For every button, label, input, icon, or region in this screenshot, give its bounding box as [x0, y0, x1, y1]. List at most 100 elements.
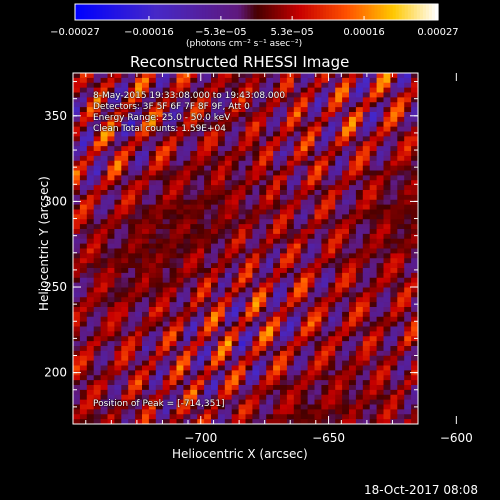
colorbar-segment	[196, 4, 200, 20]
heatmap-cell	[390, 102, 398, 108]
heatmap-cell	[121, 180, 129, 186]
heatmap-cell	[273, 224, 281, 230]
heatmap-cell	[307, 326, 315, 332]
heatmap-cell	[169, 331, 177, 337]
heatmap-cell	[273, 112, 281, 118]
heatmap-cell	[321, 311, 329, 318]
heatmap-cell	[266, 297, 274, 303]
heatmap-cell	[321, 268, 329, 274]
heatmap-cell	[100, 297, 108, 303]
heatmap-cell	[286, 282, 295, 288]
heatmap-cell	[224, 331, 233, 337]
heatmap-cell	[190, 155, 198, 162]
heatmap-cell	[383, 73, 391, 79]
heatmap-cell	[273, 82, 281, 89]
heatmap-cell	[114, 346, 122, 352]
heatmap-cell	[369, 229, 377, 235]
heatmap-cell	[252, 82, 260, 89]
heatmap-cell	[79, 121, 88, 128]
heatmap-cell	[155, 190, 164, 196]
heatmap-cell	[404, 87, 412, 93]
heatmap-cell	[231, 414, 239, 420]
colorbar-tick-label: −0.00027	[50, 27, 100, 38]
heatmap-cell	[335, 404, 343, 410]
heatmap-cell	[162, 155, 170, 162]
heatmap-cell	[197, 233, 205, 240]
heatmap-cell	[252, 97, 260, 103]
heatmap-cell	[169, 258, 177, 264]
heatmap-cell	[190, 326, 198, 332]
heatmap-cell	[121, 185, 129, 191]
heatmap-cell	[362, 146, 371, 152]
heatmap-cell	[397, 346, 405, 352]
heatmap-cell	[259, 136, 267, 142]
heatmap-cell	[335, 175, 343, 181]
heatmap-cell	[397, 355, 405, 362]
heatmap-cell	[86, 365, 95, 371]
heatmap-cell	[93, 214, 101, 220]
colorbar: −0.00027 −0.00016 −5.3e−05 5.3e−05 0.00016 0.…	[50, 3, 459, 38]
heatmap-cell	[107, 131, 115, 137]
heatmap-cell	[335, 346, 343, 352]
heatmap-cell	[217, 92, 226, 98]
heatmap-cell	[231, 160, 239, 167]
heatmap-cell	[211, 175, 219, 181]
heatmap-cell	[93, 107, 101, 113]
heatmap-cell	[252, 214, 260, 220]
heatmap-cell	[321, 146, 329, 152]
heatmap-cell	[148, 389, 157, 396]
heatmap-cell	[100, 389, 108, 396]
heatmap-cell	[231, 175, 239, 181]
heatmap-cell	[252, 263, 260, 269]
heatmap-cell	[204, 131, 212, 137]
heatmap-cell	[376, 194, 384, 201]
heatmap-cell	[238, 248, 246, 254]
heatmap-cell	[404, 214, 412, 220]
heatmap-cell	[155, 272, 164, 279]
heatmap-cell	[252, 258, 260, 264]
heatmap-cell	[314, 365, 322, 371]
heatmap-cell	[142, 116, 150, 123]
heatmap-cell	[383, 121, 391, 128]
heatmap-cell	[73, 346, 81, 352]
heatmap-cell	[397, 248, 405, 254]
heatmap-cell	[383, 389, 391, 396]
heatmap-cell	[155, 380, 164, 386]
heatmap-cell	[273, 209, 281, 215]
heatmap-cell	[342, 253, 350, 259]
heatmap-cell	[217, 77, 226, 84]
heatmap-cell	[293, 365, 302, 371]
heatmap-cell	[197, 136, 205, 142]
heatmap-cell	[404, 165, 412, 171]
heatmap-cell	[383, 346, 391, 352]
heatmap-cell	[349, 107, 357, 113]
heatmap-cell	[362, 346, 371, 352]
heatmap-cell	[383, 209, 391, 215]
heatmap-cell	[245, 389, 253, 396]
heatmap-cell	[204, 165, 212, 171]
heatmap-cell	[148, 292, 157, 298]
heatmap-cell	[404, 136, 412, 142]
heatmap-cell	[148, 151, 157, 157]
heatmap-cell	[121, 214, 129, 220]
heatmap-cell	[86, 87, 95, 93]
heatmap-cell	[135, 399, 143, 405]
heatmap-cell	[245, 238, 253, 245]
heatmap-cell	[183, 97, 191, 103]
heatmap-cell	[79, 414, 88, 420]
heatmap-cell	[411, 185, 419, 191]
heatmap-cell	[259, 380, 267, 386]
heatmap-cell	[390, 414, 398, 420]
heatmap-cell	[397, 360, 405, 366]
heatmap-cell	[259, 155, 267, 162]
heatmap-cell	[73, 263, 81, 269]
heatmap-cell	[197, 87, 205, 93]
heatmap-cell	[217, 365, 226, 371]
heatmap-cell	[342, 365, 350, 371]
heatmap-cell	[217, 360, 226, 366]
heatmap-cell	[155, 214, 164, 220]
heatmap-cell	[293, 204, 302, 210]
heatmap-cell	[390, 350, 398, 357]
heatmap-cell	[114, 82, 122, 89]
heatmap-cell	[79, 82, 88, 89]
